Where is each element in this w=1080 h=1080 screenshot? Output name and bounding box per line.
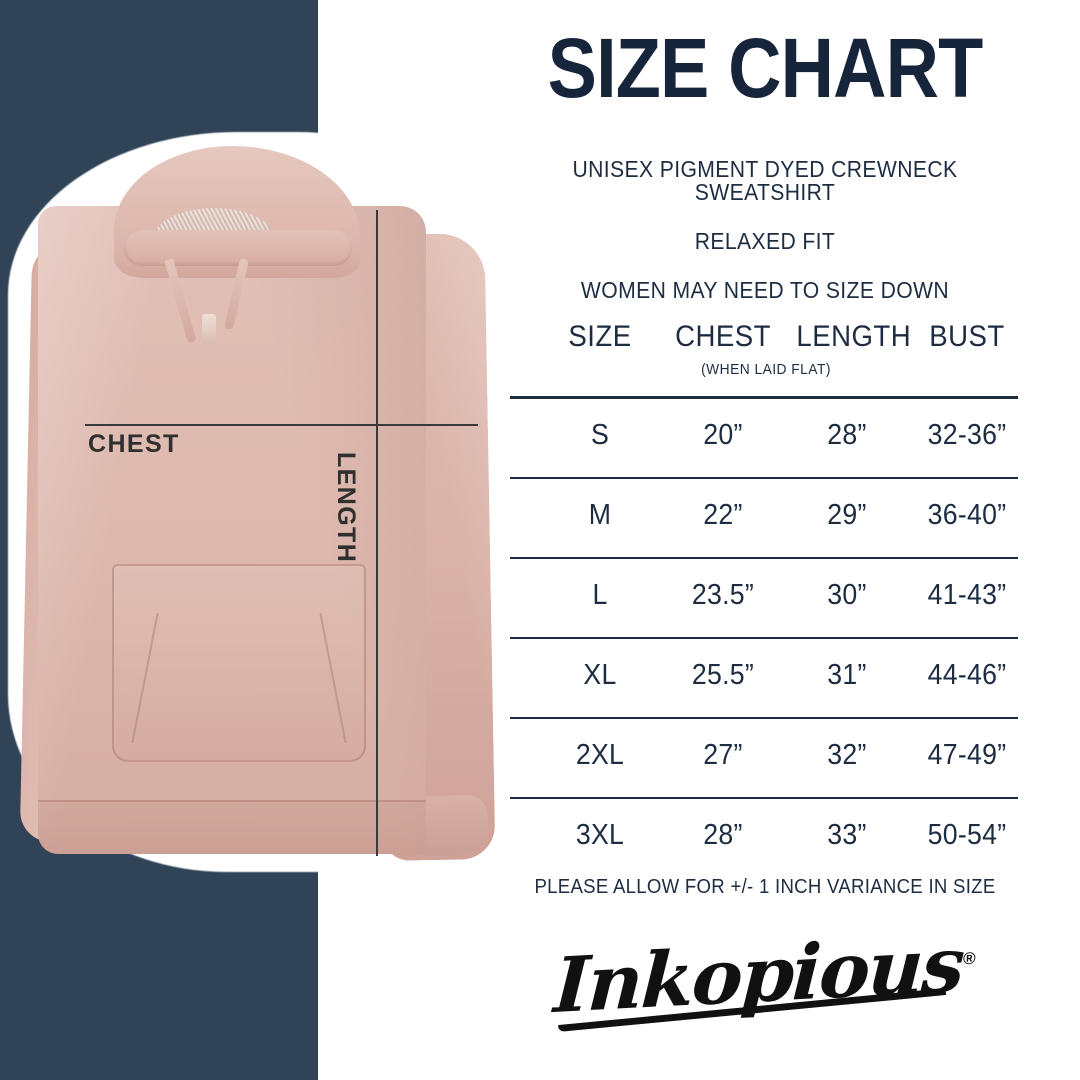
table-row-rule <box>510 797 1018 799</box>
cell-chest: 20” <box>703 419 743 451</box>
table-row: M 22” 29” 36-40” <box>510 479 1020 557</box>
length-measure-line <box>376 210 378 856</box>
subtitle-block: UNISEX PIGMENT DYED CREWNECK SWEATSHIRT … <box>510 158 1020 328</box>
table-row-rule <box>510 477 1018 479</box>
cell-bust: 36-40” <box>927 499 1007 531</box>
column-header-length: LENGTH <box>796 320 912 353</box>
cell-length: 33” <box>827 819 867 851</box>
cell-bust: 32-36” <box>927 419 1007 451</box>
length-measure-label: LENGTH <box>332 452 360 564</box>
subtitle-fit: RELAXED FIT <box>694 228 836 254</box>
page-title: SIZE CHART <box>547 21 984 115</box>
cell-chest: 25.5” <box>691 659 755 691</box>
variance-disclaimer: PLEASE ALLOW FOR +/- 1 INCH VARIANCE IN … <box>534 876 996 898</box>
cell-size: XL <box>583 659 617 691</box>
cell-length: 28” <box>827 419 867 451</box>
cell-length: 30” <box>827 579 867 611</box>
cell-bust: 44-46” <box>927 659 1007 691</box>
cell-length: 32” <box>827 739 867 771</box>
product-photo: CHEST LENGTH <box>0 0 520 1080</box>
column-header-size: SIZE <box>568 320 632 353</box>
cell-chest: 27” <box>703 739 743 771</box>
registered-trademark-icon: ® <box>962 948 977 969</box>
cell-length: 31” <box>827 659 867 691</box>
table-header-row: SIZE CHEST LENGTH BUST (WHEN LAID FLAT) <box>510 320 1020 396</box>
hoodie-kangaroo-pocket <box>112 564 366 762</box>
drawstring-aglet <box>202 314 216 344</box>
cell-size: S <box>590 419 610 451</box>
cell-bust: 50-54” <box>927 819 1007 851</box>
chest-measure-line <box>85 424 478 426</box>
brand-name: Inkopious <box>552 919 966 1030</box>
size-table: SIZE CHEST LENGTH BUST (WHEN LAID FLAT) … <box>510 320 1020 877</box>
brand-logo: Inkopious® <box>510 920 1020 1030</box>
subtitle-product: UNISEX PIGMENT DYED CREWNECK SWEATSHIRT <box>572 156 958 205</box>
cell-size: 3XL <box>575 819 625 851</box>
table-row-rule <box>510 557 1018 559</box>
table-row-rule <box>510 717 1018 719</box>
when-laid-flat-note: (WHEN LAID FLAT) <box>701 361 831 378</box>
brand-wordmark: Inkopious® <box>552 919 978 1030</box>
column-header-bust: BUST <box>929 320 1005 353</box>
hoodie-illustration <box>19 146 496 861</box>
cell-chest: 22” <box>703 499 743 531</box>
cell-chest: 28” <box>703 819 743 851</box>
cell-length: 29” <box>827 499 867 531</box>
subtitle-sizing-advice: WOMEN MAY NEED TO SIZE DOWN <box>580 277 950 303</box>
chest-measure-label: CHEST <box>88 430 180 458</box>
cell-size: M <box>588 499 612 531</box>
table-row: L 23.5” 30” 41-43” <box>510 559 1020 637</box>
table-row: 2XL 27” 32” 47-49” <box>510 719 1020 797</box>
table-row: 3XL 28” 33” 50-54” <box>510 799 1020 877</box>
table-row: XL 25.5” 31” 44-46” <box>510 639 1020 717</box>
cell-chest: 23.5” <box>691 579 755 611</box>
column-header-chest: CHEST <box>675 320 771 353</box>
table-top-rule <box>510 396 1018 399</box>
cell-size: L <box>592 579 608 611</box>
table-row-rule <box>510 637 1018 639</box>
cell-size: 2XL <box>575 739 625 771</box>
cell-bust: 41-43” <box>927 579 1007 611</box>
chart-panel: SIZE CHART UNISEX PIGMENT DYED CREWNECK … <box>510 0 1080 1080</box>
cell-bust: 47-49” <box>927 739 1007 771</box>
hood-collar-band <box>124 230 352 266</box>
table-row: S 20” 28” 32-36” <box>510 399 1020 477</box>
